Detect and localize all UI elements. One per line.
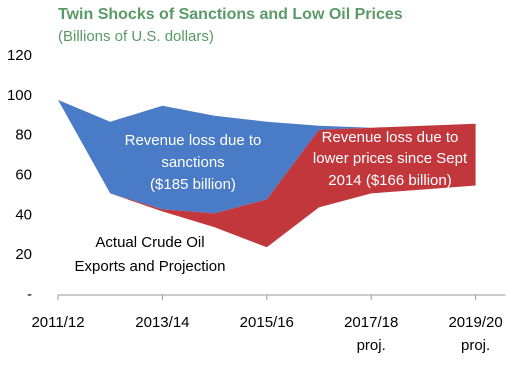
area-label: sanctions [161, 154, 224, 171]
area [58, 99, 476, 248]
x-tick-label: 2019/20 [448, 314, 502, 331]
x-tick-label: 2015/16 [240, 314, 294, 331]
x-tick-label: 2017/18 [344, 314, 398, 331]
y-tick-label: - [27, 286, 32, 303]
y-tick-label: 60 [15, 166, 32, 183]
area-label: Revenue loss due to [322, 129, 459, 146]
area-label: ($185 billion) [150, 176, 236, 193]
area-label: lower prices since Sept [313, 150, 468, 167]
y-tick-label: 100 [7, 87, 32, 104]
x-tick-note: proj. [357, 337, 386, 354]
y-tick-label: 80 [15, 127, 32, 144]
chart-subtitle: (Billions of U.S. dollars) [58, 28, 214, 45]
x-tick-label: 2011/12 [31, 314, 84, 331]
line-label: Actual Crude Oil [95, 234, 204, 251]
line-label: Exports and Projection [75, 258, 226, 275]
y-tick-label: 40 [15, 206, 32, 223]
chart-title: Twin Shocks of Sanctions and Low Oil Pri… [58, 6, 403, 23]
y-tick-label: 20 [15, 246, 32, 263]
area-label: 2014 ($166 billion) [328, 172, 451, 189]
x-tick-note: proj. [461, 337, 490, 354]
x-tick-label: 2013/14 [135, 314, 189, 331]
area-label: Revenue loss due to [125, 132, 262, 149]
area [58, 99, 476, 214]
y-tick-label: 120 [7, 47, 32, 64]
